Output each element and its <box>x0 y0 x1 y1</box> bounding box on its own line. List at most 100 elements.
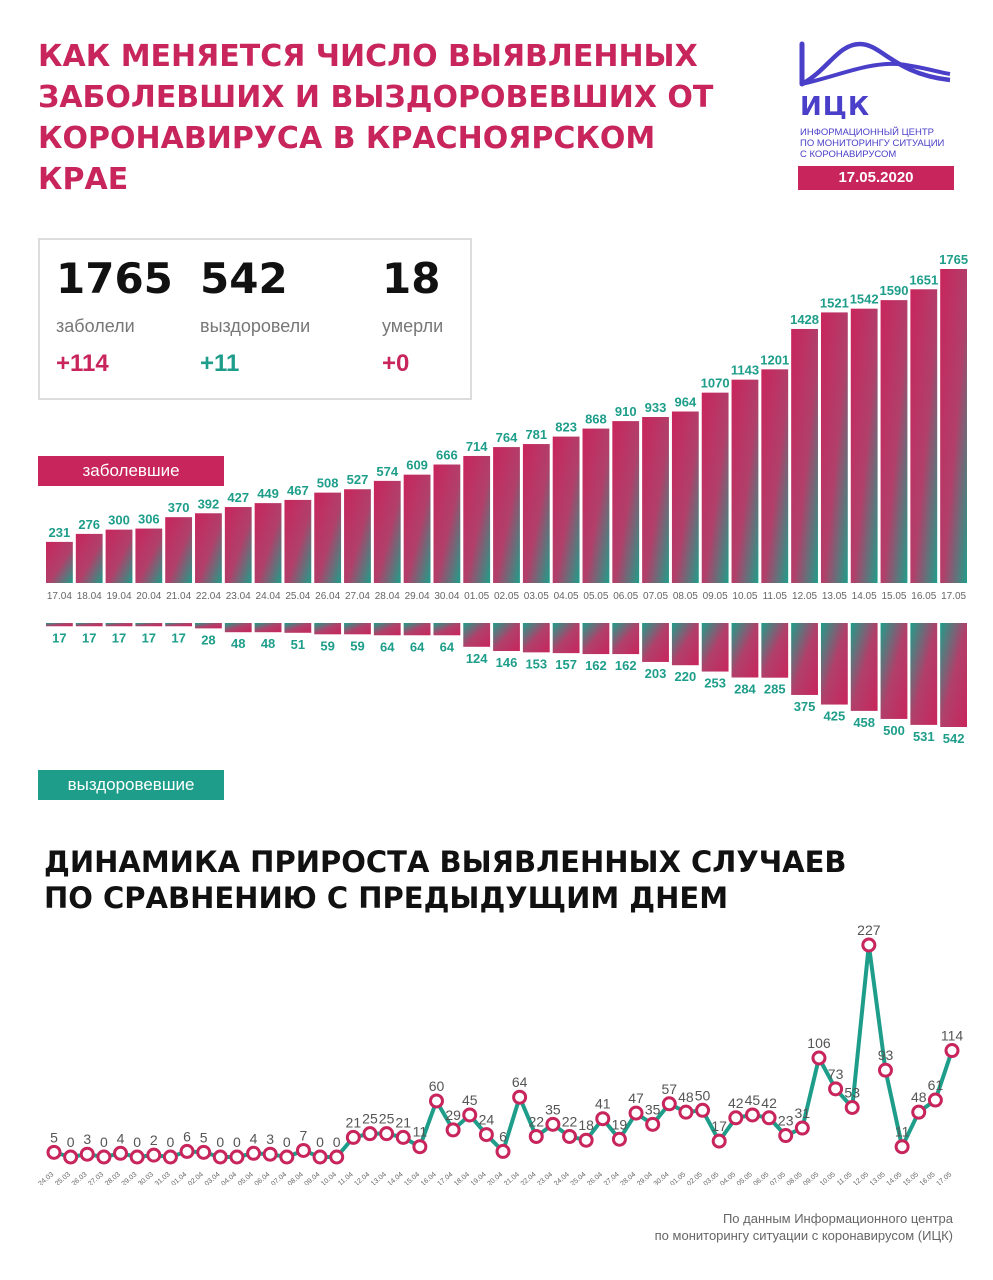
growth-point-label: 4 <box>250 1130 258 1146</box>
growth-point-label: 114 <box>941 1028 964 1044</box>
growth-date-tick: 08.05 <box>786 1171 804 1185</box>
infected-bar-label: 449 <box>257 486 279 501</box>
stat-label: умерли <box>382 316 444 336</box>
recovered-bar <box>403 623 431 636</box>
growth-point <box>362 1126 378 1142</box>
growth-point <box>761 1110 777 1126</box>
stat-label: заболели <box>56 316 135 336</box>
growth-point <box>528 1128 544 1144</box>
growth-point-label: 11 <box>895 1124 910 1140</box>
growth-point-label: 3 <box>83 1131 91 1147</box>
infected-bar <box>403 474 431 583</box>
growth-date-tick: 24.03 <box>37 1171 55 1185</box>
growth-date-tick: 28.03 <box>104 1171 122 1185</box>
infected-bar-label: 1143 <box>731 363 759 378</box>
date-tick-label: 22.04 <box>196 591 221 602</box>
date-tick-label: 12.05 <box>792 591 817 602</box>
growth-point-label: 0 <box>216 1134 224 1150</box>
date-tick-label: 30.04 <box>434 591 459 602</box>
growth-date-tick: 14.04 <box>387 1171 405 1185</box>
recovered-bar-label: 17 <box>171 630 185 645</box>
growth-point <box>196 1144 212 1160</box>
infected-bar-label: 574 <box>376 464 398 479</box>
growth-date-tick: 02.05 <box>686 1171 704 1185</box>
recovered-bar-label: 531 <box>913 729 935 744</box>
date-tick-label: 24.04 <box>256 591 281 602</box>
growth-date-tick: 03.04 <box>204 1171 222 1185</box>
growth-date-tick: 17.04 <box>436 1171 454 1185</box>
growth-point <box>295 1142 311 1158</box>
growth-date-tick: 04.05 <box>719 1171 737 1185</box>
growth-point-label: 3 <box>266 1131 274 1147</box>
recovered-bar <box>671 623 699 666</box>
infected-bar-label: 964 <box>674 395 696 410</box>
recovered-bar <box>910 623 938 725</box>
growth-point <box>645 1116 661 1132</box>
infected-bar-label: 1590 <box>880 283 909 298</box>
growth-date-tick: 27.03 <box>87 1171 105 1185</box>
growth-point-label: 0 <box>333 1134 341 1150</box>
growth-date-tick: 07.05 <box>769 1171 787 1185</box>
growth-date-tick: 16.04 <box>420 1171 438 1185</box>
growth-point-label: 45 <box>462 1092 478 1108</box>
growth-date-tick: 21.04 <box>503 1171 521 1185</box>
growth-point <box>279 1149 295 1165</box>
date-tick-label: 23.04 <box>226 591 251 602</box>
infected-bar <box>850 308 878 583</box>
growth-point-label: 73 <box>828 1066 844 1082</box>
recovered-bar-label: 162 <box>585 658 607 673</box>
logo-abbreviation: ИЦК <box>800 92 871 122</box>
infected-bar <box>105 529 133 583</box>
growth-chart-title-line: ПО СРАВНЕНИЮ С ПРЕДЫДУЩИМ ДНЕМ <box>44 881 729 915</box>
recovered-bar-label: 285 <box>764 682 786 697</box>
recovered-bar <box>284 623 312 633</box>
growth-point-label: 25 <box>362 1111 378 1127</box>
infected-bar-label: 306 <box>138 512 160 527</box>
growth-point-label: 22 <box>528 1113 544 1129</box>
growth-date-tick: 13.04 <box>370 1171 388 1185</box>
infected-bar-label: 1201 <box>760 352 789 367</box>
date-tick-label: 26.04 <box>315 591 340 602</box>
infected-bar <box>195 513 222 583</box>
growth-point-label: 2 <box>150 1132 158 1148</box>
logo-mountain-icon <box>799 41 951 87</box>
growth-point <box>262 1146 278 1162</box>
recovered-bar <box>850 623 878 711</box>
stat-value: 1765 <box>56 254 173 303</box>
stat-delta: +114 <box>56 350 109 377</box>
growth-date-tick: 02.04 <box>187 1171 205 1185</box>
growth-point-label: 0 <box>133 1134 141 1150</box>
infected-bar <box>344 489 371 583</box>
growth-point-label: 47 <box>628 1090 644 1106</box>
date-tick-label: 07.05 <box>643 591 668 602</box>
growth-chart-title: ДИНАМИКА ПРИРОСТА ВЫЯВЛЕННЫХ СЛУЧАЕВ ПО … <box>44 844 847 916</box>
stats-summary: 1765 заболели +114 542 выздоровели +11 1… <box>38 238 472 400</box>
infected-bar <box>701 392 729 583</box>
recovered-bar <box>493 623 520 652</box>
infected-bar-label: 714 <box>466 439 488 454</box>
growth-point <box>345 1129 361 1145</box>
infected-bar <box>731 379 759 583</box>
growth-point-label: 48 <box>678 1089 694 1105</box>
infected-bar <box>373 480 401 583</box>
growth-point-label: 21 <box>395 1114 411 1130</box>
growth-point-label: 0 <box>167 1134 175 1150</box>
recovered-bar <box>135 623 163 627</box>
growth-date-tick: 03.05 <box>703 1171 721 1185</box>
recovered-bar <box>344 623 371 635</box>
date-tick-label: 05.05 <box>583 591 608 602</box>
recovered-bar <box>552 623 580 654</box>
growth-date-tick: 05.05 <box>736 1171 754 1185</box>
growth-point-label: 5 <box>50 1129 58 1145</box>
growth-date-tick: 11.05 <box>836 1171 854 1185</box>
recovered-bar-label: 64 <box>380 639 395 654</box>
recovered-bar <box>642 623 669 662</box>
stat-value: 542 <box>200 254 288 303</box>
infected-bar <box>791 328 818 583</box>
cumulative-bar-chart: 231 17.04 17 276 18.04 17 300 19.04 17 306 20.04 17… <box>46 252 968 746</box>
infected-bar-label: 392 <box>198 496 220 511</box>
growth-point <box>462 1107 478 1123</box>
growth-point <box>478 1127 494 1143</box>
growth-date-tick: 18.04 <box>453 1171 471 1185</box>
infected-bar-label: 781 <box>525 427 547 442</box>
